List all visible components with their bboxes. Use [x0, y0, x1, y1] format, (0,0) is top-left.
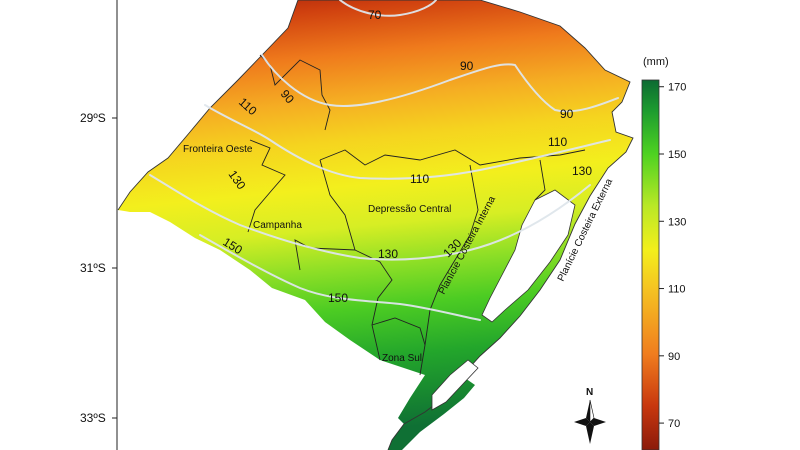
legend-tick-label-170: 170: [668, 82, 686, 94]
isoline-90: [261, 54, 619, 113]
region-label-zona-sul: Zona Sul: [382, 353, 422, 364]
isoline-label-110-central: 110: [410, 172, 429, 186]
boundary-zona-sul: [371, 317, 426, 346]
isolines: [149, 0, 619, 321]
isoline-label-130-east: 130: [572, 164, 592, 178]
legend-tick-label-130: 130: [668, 216, 686, 228]
legend-tick-label-110: 110: [668, 284, 686, 296]
lagoa-mirim: [431, 359, 479, 411]
boundary-fronteira-campanha: [247, 139, 286, 233]
legend-color-bar: [641, 79, 660, 450]
legend-tick-label-90: 90: [668, 351, 680, 363]
north-arrow-highlight: [589, 399, 595, 423]
north-arrow-label: N: [586, 387, 593, 398]
lat-label-33: 33ºS: [80, 411, 106, 425]
north-arrow-needle-s: [586, 422, 594, 444]
lagoa-dos-patos: [481, 189, 576, 323]
isoline-110: [204, 104, 611, 180]
isoline-label-90-north: 90: [460, 59, 474, 73]
boundary-costeira-interna: [419, 164, 479, 376]
isoline-label-70: 70: [368, 8, 382, 22]
isoline-label-130-central: 130: [378, 247, 398, 261]
isoline-150: [199, 234, 481, 321]
isoline-130: [149, 174, 591, 261]
legend-tick-label-150: 150: [668, 149, 686, 161]
north-arrow-needle-w: [574, 418, 590, 426]
region-label-depressao-central: Depressão Central: [368, 204, 451, 215]
north-arrow-needle-e: [590, 418, 606, 426]
legend-ticks: 170 150 130 110 90 70: [659, 82, 686, 430]
isoline-label-110-east: 110: [548, 135, 567, 149]
legend: (mm) 170 150 130 110 90 70: [641, 56, 686, 450]
boundary-east: [534, 159, 546, 201]
isoline-70: [339, 0, 437, 17]
legend-tick-label-70: 70: [668, 418, 680, 430]
lat-label-31: 31ºS: [80, 261, 106, 275]
latitude-axis: 29ºS 31ºS 33ºS: [80, 0, 118, 450]
legend-unit: (mm): [643, 56, 669, 68]
region-label-campanha: Campanha: [253, 220, 302, 231]
region-label-fronteira-oeste: Fronteira Oeste: [183, 144, 253, 155]
lat-label-29: 29ºS: [80, 111, 106, 125]
isoline-label-90-east: 90: [560, 107, 574, 121]
north-arrow: N: [574, 387, 606, 444]
precipitation-field: [118, 0, 633, 450]
state-map: 70 90 90 90 110 110 110 130 130 130 130 …: [117, 0, 634, 450]
isoline-label-150-central: 150: [328, 291, 348, 305]
